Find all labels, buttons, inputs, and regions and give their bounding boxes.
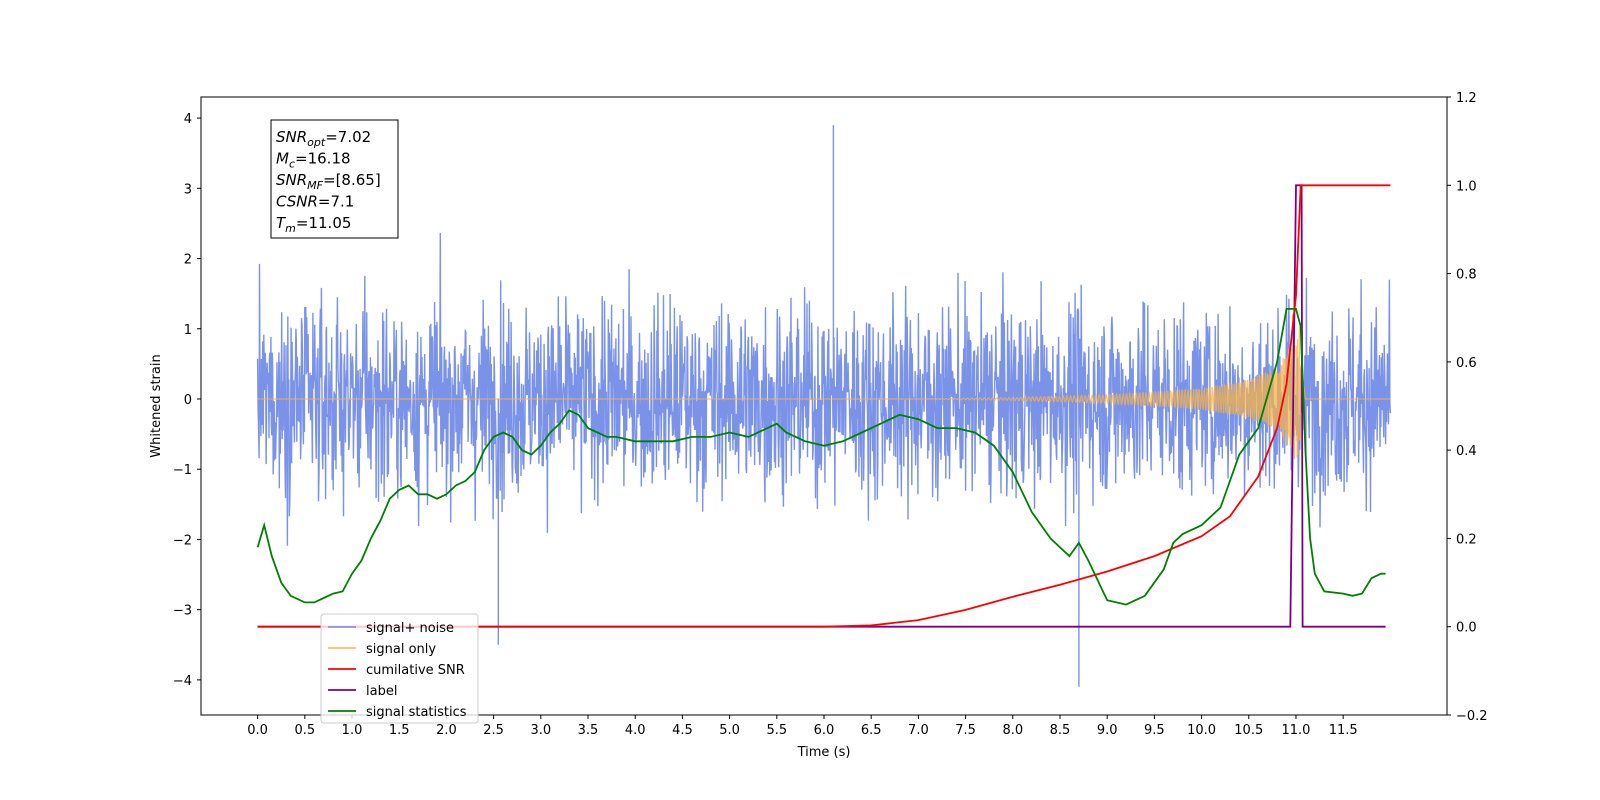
x-tick-label: 9.5 (1144, 723, 1165, 738)
y-tick-label: 3 (184, 182, 192, 197)
x-tick-label: 8.5 (1050, 723, 1071, 738)
y2-tick-label: 0.4 (1456, 444, 1477, 459)
x-tick-label: 11.0 (1281, 723, 1310, 738)
x-tick-label: 9.0 (1097, 723, 1118, 738)
x-tick-label: 7.5 (955, 723, 976, 738)
y-tick-label: 4 (184, 112, 192, 127)
x-tick-label: 8.0 (1002, 723, 1023, 738)
y-tick-label: 2 (184, 253, 192, 268)
x-tick-label: 0.0 (247, 723, 268, 738)
y2-tick-label: 0.2 (1456, 532, 1477, 547)
x-tick-label: 2.0 (436, 723, 457, 738)
legend-label: signal+ noise (366, 621, 454, 636)
x-axis-label: Time (s) (797, 745, 851, 760)
x-tick-label: 5.0 (719, 723, 740, 738)
x-tick-label: 3.0 (530, 723, 551, 738)
y2-tick-label: 1.2 (1456, 91, 1477, 106)
x-tick-label: 6.5 (861, 723, 882, 738)
x-axis: 0.0 0.5 1.0 1.5 2.0 2.5 3.0 3.5 4.0 4.5 5.0 5.5 6.0 6… (247, 715, 1358, 738)
x-tick-label: 7.0 (908, 723, 929, 738)
annotation-line: Tm=11.05 (276, 214, 351, 235)
legend: signal+ noise signal only cumilative SNR la… (320, 613, 479, 724)
x-tick-label: 4.5 (672, 723, 693, 738)
x-tick-label: 1.5 (389, 723, 410, 738)
y-axis-right: 1.2 1.0 0.8 0.6 0.4 0.2 0.0 −0.2 (1447, 91, 1488, 724)
y2-tick-label: 0.0 (1456, 621, 1477, 636)
y-axis-left: 4 3 2 1 0 −1 −2 −3 −4 (173, 112, 201, 689)
y2-tick-label: 1.0 (1456, 179, 1477, 194)
annotation-line: CSNR=7.1 (276, 193, 354, 211)
annotation-line: SNRopt=7.02 (276, 128, 371, 149)
series-signal-noise (256, 125, 1392, 687)
y-tick-label: 0 (184, 393, 192, 408)
plot-area (256, 125, 1392, 687)
legend-label: cumilative SNR (366, 663, 465, 678)
annotation-line: SNRMF=[8.65] (276, 171, 381, 192)
series-label (257, 184, 1386, 628)
legend-label: signal only (366, 642, 436, 657)
x-tick-label: 5.5 (766, 723, 787, 738)
y2-tick-label: 0.8 (1456, 268, 1477, 283)
y-tick-label: −1 (173, 463, 192, 478)
x-tick-label: 10.0 (1187, 723, 1216, 738)
x-tick-label: 10.5 (1234, 723, 1263, 738)
y-tick-label: −2 (173, 533, 192, 548)
y-tick-label: 1 (184, 323, 192, 338)
y-tick-label: −4 (173, 674, 192, 689)
annotation-line: Mc=16.18 (276, 150, 351, 171)
x-tick-label: 4.0 (625, 723, 646, 738)
x-tick-label: 2.5 (483, 723, 504, 738)
y-tick-label: −3 (173, 604, 192, 619)
x-tick-label: 1.0 (342, 723, 363, 738)
legend-label: signal statistics (366, 705, 467, 720)
series-signal-statistics (256, 308, 1386, 606)
legend-label: label (366, 684, 397, 699)
y2-tick-label: 0.6 (1456, 356, 1477, 371)
x-tick-label: 11.5 (1329, 723, 1358, 738)
x-tick-label: 6.0 (814, 723, 835, 738)
series-signal-only (257, 326, 1391, 460)
x-tick-label: 0.5 (294, 723, 315, 738)
y-axis-label: Whitened strain (149, 354, 164, 457)
series-cumulative-snr (257, 184, 1391, 628)
x-tick-label: 3.5 (578, 723, 599, 738)
y2-tick-label: −0.2 (1456, 709, 1488, 724)
